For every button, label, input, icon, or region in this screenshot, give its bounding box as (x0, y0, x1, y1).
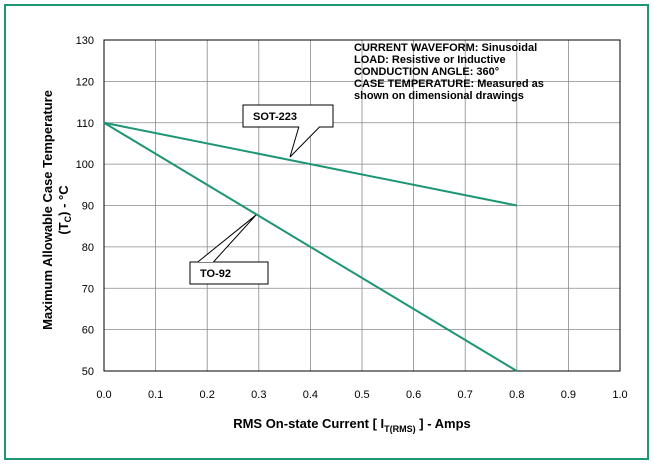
callout-label-sot-223: SOT-223 (253, 111, 297, 123)
x-tick-label: 0.8 (509, 389, 524, 401)
x-axis-label-main: RMS On-state Current [ I (233, 416, 384, 431)
note-line: LOAD: Resistive or Inductive (354, 54, 506, 66)
y-tick-label: 100 (76, 159, 94, 171)
y-axis-label-line2-sub: C (63, 215, 73, 222)
x-tick-labels: 0.0 0.1 0.2 0.3 0.4 0.5 0.6 0.7 0.8 0.9 1.0 (96, 389, 627, 401)
x-tick-label: 0.4 (303, 389, 318, 401)
note-line: shown on dimensional drawings (354, 90, 524, 102)
y-tick-label: 60 (82, 325, 94, 337)
y-axis-label: Maximum Allowable Case Temperature (40, 90, 55, 330)
x-tick-label: 0.6 (406, 389, 421, 401)
x-tick-label: 0.7 (458, 389, 473, 401)
series-line-to-92 (103, 121, 518, 372)
y-tick-label: 130 (76, 35, 94, 47)
x-tick-label: 0.0 (96, 389, 111, 401)
x-tick-label: 1.0 (612, 389, 627, 401)
y-tick-label: 120 (76, 76, 94, 88)
y-tick-label: 80 (82, 242, 94, 254)
x-tick-label: 0.9 (561, 389, 576, 401)
x-tick-label: 0.2 (200, 389, 215, 401)
x-axis-label-tail: ] - Amps (416, 416, 471, 431)
y-tick-labels: 50 60 70 80 90 100 110 120 130 (76, 35, 94, 378)
y-tick-label: 110 (76, 118, 94, 130)
series-lines (103, 121, 518, 372)
y-tick-label: 70 (82, 283, 94, 295)
note-line: CASE TEMPERATURE: Measured as (354, 78, 544, 90)
x-tick-label: 0.3 (251, 389, 266, 401)
y-axis-label-line2-tail: ) - °C (56, 185, 71, 216)
callout-pointer-sot-223 (289, 105, 334, 158)
chart-frame (4, 4, 649, 460)
callout-box-to-92 (189, 261, 269, 285)
y-tick-label: 90 (82, 201, 94, 213)
y-axis-label-line2-main: (T (56, 222, 71, 234)
x-tick-label: 0.1 (148, 389, 163, 401)
y-tick-label: 50 (82, 366, 94, 378)
x-tick-label: 0.5 (354, 389, 369, 401)
y-axis-label-line2: (TC) - °C (56, 185, 73, 235)
x-axis-label: RMS On-state Current [ IT(RMS) ] - Amps (233, 416, 471, 434)
x-axis-label-sub: T(RMS) (384, 424, 416, 434)
plot-area (103, 39, 621, 372)
series-callouts: SOT-223 TO-92 (189, 104, 334, 285)
series-line-sot-223 (103, 121, 517, 207)
callout-pointer-to-92 (190, 214, 257, 263)
note-line: CURRENT WAVEFORM: Sinusoidal (354, 42, 537, 54)
note-line: CONDUCTION ANGLE: 360° (354, 66, 499, 78)
callout-label-to-92: TO-92 (200, 268, 231, 280)
